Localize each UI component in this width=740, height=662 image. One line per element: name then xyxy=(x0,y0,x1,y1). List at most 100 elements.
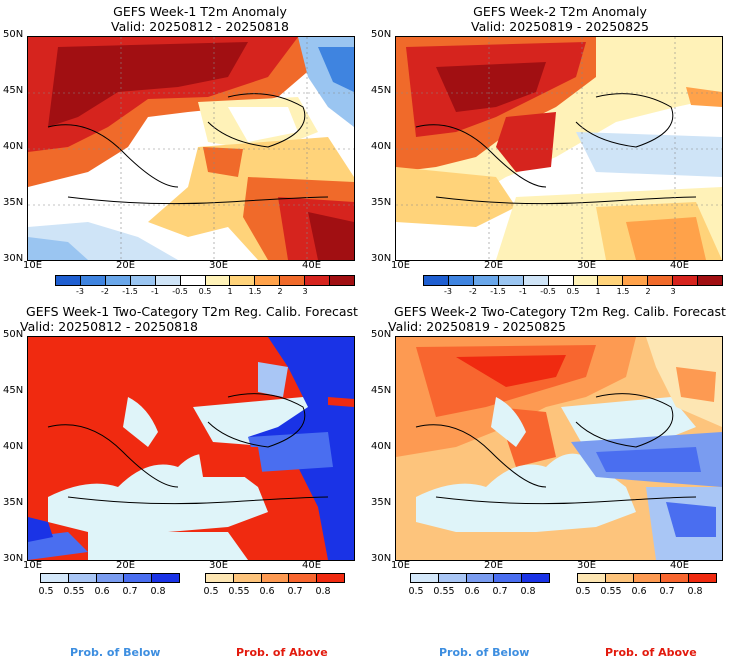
colorbar-swatch xyxy=(547,275,574,286)
lat-label: 40N xyxy=(3,141,24,152)
lon-label: 40E xyxy=(670,560,690,571)
colorbar-tick-label: 0.5 xyxy=(566,287,580,296)
lat-label: 45N xyxy=(3,385,24,396)
lat-label: 50N xyxy=(371,329,392,340)
prob-tick-label: 0.5 xyxy=(38,586,54,597)
colorbar-tick-label: 2 xyxy=(277,287,283,296)
anomaly-colorbar-left xyxy=(55,275,356,286)
lon-label: 30E xyxy=(209,560,229,571)
colorbar-swatch xyxy=(622,275,649,286)
colorbar-swatch xyxy=(123,573,153,583)
colorbar-tick-label: 1 xyxy=(227,287,233,296)
colorbar-tick-label: 3 xyxy=(302,287,308,296)
colorbar-swatch xyxy=(497,275,524,286)
lat-label: 30N xyxy=(3,253,24,264)
colorbar-swatch xyxy=(104,275,131,286)
colorbar-tick-label: -1 xyxy=(519,287,527,296)
prob-tick-label: 0.55 xyxy=(433,586,455,597)
lat-label: 30N xyxy=(371,253,392,264)
colorbar-swatch xyxy=(229,275,256,286)
prob-tick-label: 0.8 xyxy=(150,586,166,597)
lat-label: 40N xyxy=(371,141,392,152)
panel-2-map-svg xyxy=(396,37,722,260)
lon-label: 20E xyxy=(116,560,136,571)
colorbar-tick-label: -0.5 xyxy=(172,287,188,296)
lon-label: 10E xyxy=(391,560,411,571)
prob-below-colorbar-right-swatches xyxy=(410,573,550,583)
prob-tick-label: 0.7 xyxy=(492,586,508,597)
colorbar-swatch xyxy=(95,573,125,583)
colorbar-swatch xyxy=(79,275,106,286)
prob-tick-label: 0.7 xyxy=(122,586,138,597)
colorbar-swatch xyxy=(672,275,699,286)
lon-label: 40E xyxy=(302,260,322,271)
panel-3-title-text: GEFS Week-1 Two-Category T2m Reg. Calib.… xyxy=(26,304,358,319)
colorbar-swatch xyxy=(129,275,156,286)
colorbar-swatch xyxy=(40,573,69,583)
colorbar-tick-label: -1.5 xyxy=(122,287,138,296)
prob-below-colorbar-left xyxy=(40,573,180,583)
colorbar-swatch xyxy=(260,573,290,583)
lon-label: 30E xyxy=(209,260,229,271)
prob-tick-label: 0.5 xyxy=(575,586,591,597)
prob-tick-label: 0.6 xyxy=(259,586,275,597)
anomaly-colorbar-right xyxy=(423,275,724,286)
anomaly-colorbar-right-swatches xyxy=(423,275,724,286)
lat-label: 45N xyxy=(371,85,392,96)
prob-tick-label: 0.8 xyxy=(315,586,331,597)
prob-tick-label: 0.5 xyxy=(408,586,424,597)
panel-3-map xyxy=(27,336,355,561)
lat-label: 35N xyxy=(371,197,392,208)
lat-label: 50N xyxy=(3,29,24,40)
colorbar-swatch xyxy=(329,275,356,286)
prob-below-label-right: Prob. of Below xyxy=(439,646,530,659)
colorbar-swatch xyxy=(254,275,281,286)
lat-label: 50N xyxy=(3,329,24,340)
colorbar-swatch xyxy=(179,275,206,286)
colorbar-tick-label: -0.5 xyxy=(540,287,556,296)
colorbar-swatch xyxy=(204,275,231,286)
colorbar-swatch xyxy=(493,573,523,583)
colorbar-swatch xyxy=(632,573,662,583)
panel-1-valid-text: Valid: 20250812 - 20250818 xyxy=(110,19,289,34)
prob-above-label-right: Prob. of Above xyxy=(605,646,697,659)
lon-label: 40E xyxy=(302,560,322,571)
colorbar-swatch xyxy=(472,275,499,286)
colorbar-tick-label: -3 xyxy=(444,287,452,296)
colorbar-swatch xyxy=(67,573,97,583)
panel-4-title: GEFS Week-2 Two-Category T2m Reg. Calib.… xyxy=(380,304,740,334)
anomaly-colorbar-left-swatches xyxy=(55,275,356,286)
colorbar-swatch xyxy=(288,573,318,583)
lat-label: 45N xyxy=(371,385,392,396)
colorbar-tick-label: -3 xyxy=(76,287,84,296)
colorbar-swatch xyxy=(447,275,474,286)
lat-label: 40N xyxy=(371,441,392,452)
colorbar-swatch xyxy=(423,275,449,286)
colorbar-swatch xyxy=(316,573,345,583)
lon-label: 30E xyxy=(577,560,597,571)
panel-2-valid-text: Valid: 20250819 - 20250825 xyxy=(470,19,649,34)
colorbar-tick-label: -1.5 xyxy=(490,287,506,296)
colorbar-swatch xyxy=(597,275,624,286)
lon-label: 10E xyxy=(391,260,411,271)
prob-tick-label: 0.6 xyxy=(631,586,647,597)
colorbar-tick-label: 1 xyxy=(595,287,601,296)
prob-above-colorbar-right xyxy=(577,573,717,583)
colorbar-swatch xyxy=(410,573,439,583)
prob-tick-label: 0.8 xyxy=(520,586,536,597)
prob-tick-label: 0.6 xyxy=(94,586,110,597)
panel-3-map-svg xyxy=(28,337,354,560)
prob-below-colorbar-left-swatches xyxy=(40,573,180,583)
prob-tick-label: 0.7 xyxy=(287,586,303,597)
lon-label: 10E xyxy=(23,260,43,271)
colorbar-tick-label: 1.5 xyxy=(248,287,262,296)
lon-label: 10E xyxy=(23,560,43,571)
lon-label: 30E xyxy=(577,260,597,271)
panel-4-title-text: GEFS Week-2 Two-Category T2m Reg. Calib.… xyxy=(394,304,726,319)
lat-label: 35N xyxy=(371,497,392,508)
lat-label: 45N xyxy=(3,85,24,96)
colorbar-swatch xyxy=(232,573,262,583)
prob-tick-label: 0.55 xyxy=(600,586,622,597)
lon-label: 40E xyxy=(670,260,690,271)
panel-4-valid-text: Valid: 20250819 - 20250825 xyxy=(388,319,567,334)
